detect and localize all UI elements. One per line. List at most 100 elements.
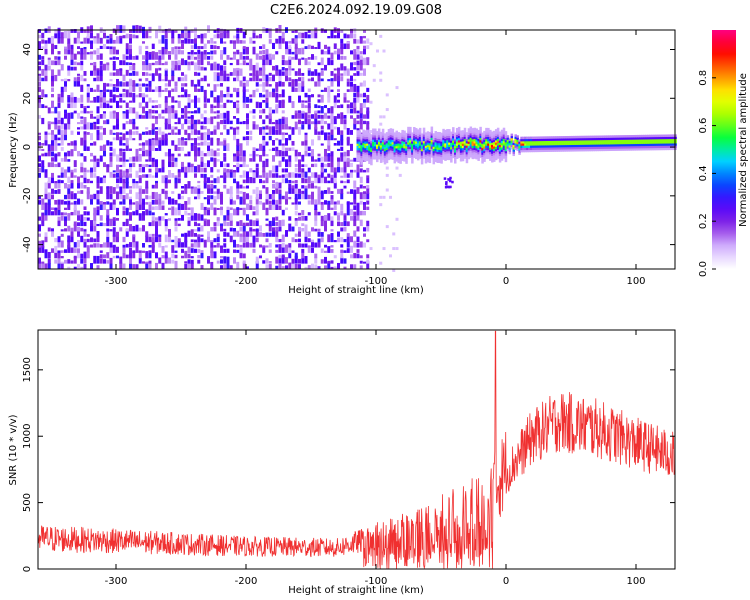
spectrogram-cell xyxy=(395,130,398,134)
spectrogram-cell xyxy=(672,147,675,151)
spectrogram-cell xyxy=(161,131,165,135)
spectrogram-cell xyxy=(481,150,484,153)
spectrogram-cell xyxy=(187,63,191,71)
spectrogram-cell xyxy=(44,182,48,189)
spectrogram-cell xyxy=(610,139,613,143)
spectrogram-cell xyxy=(314,185,318,189)
spectrogram-cell xyxy=(353,97,357,103)
spectrogram-cell xyxy=(132,250,136,253)
spectrogram-cell xyxy=(83,134,87,141)
spectrogram-cell xyxy=(372,132,375,136)
spectrogram-cell xyxy=(442,137,445,141)
spectrogram-cell xyxy=(399,135,402,138)
spectrogram-cell xyxy=(174,176,178,184)
spectrogram-cell xyxy=(314,111,318,119)
spectrogram-cell xyxy=(625,146,629,149)
spectrogram-cell xyxy=(629,148,632,151)
spectrogram-cell xyxy=(320,248,324,253)
spectrogram-cell xyxy=(145,131,149,135)
spectrogram-cell xyxy=(44,186,48,194)
spectrogram-cell xyxy=(249,242,253,248)
spectrogram-cell xyxy=(432,133,436,136)
spectrogram-cell xyxy=(399,152,402,156)
spectrogram-cell xyxy=(629,139,632,142)
spectrogram-cell xyxy=(670,136,673,140)
spectrogram-cell xyxy=(99,89,103,92)
spectrogram-cell xyxy=(668,143,671,146)
spectrogram-cell xyxy=(47,65,51,71)
spectrogram-cell xyxy=(223,31,227,39)
spectrogram-cell xyxy=(226,170,230,178)
spectrogram-cell xyxy=(381,155,385,158)
spectrogram-cell xyxy=(662,143,666,146)
spectrogram-cell xyxy=(376,133,379,136)
spectrogram-cell xyxy=(524,145,527,148)
spectrogram-cell xyxy=(416,140,420,143)
spectrogram-cell xyxy=(236,249,240,253)
spectrogram-cell xyxy=(54,154,58,162)
spectrogram-cell xyxy=(184,32,188,39)
spectrogram-cell xyxy=(298,238,301,243)
spectrogram-cell xyxy=(491,144,494,148)
spectrogram-cell xyxy=(207,186,210,194)
spectrogram-cell xyxy=(442,150,445,154)
spectrogram-cell xyxy=(125,170,129,178)
spectrogram-cell xyxy=(565,149,568,152)
spectrogram-cell xyxy=(109,72,113,76)
spectrogram-cell xyxy=(457,142,461,145)
spectrogram-cell xyxy=(255,218,259,221)
spectrogram-cell xyxy=(291,258,295,264)
spectrogram-cell xyxy=(359,112,363,119)
spectrogram-cell xyxy=(70,172,74,178)
spectrogram-cell xyxy=(259,154,262,162)
spectrogram-cell xyxy=(343,166,347,173)
spectrogram-cell xyxy=(399,145,402,149)
spectrogram-cell xyxy=(340,257,344,264)
spectrogram-cell xyxy=(304,266,308,269)
spectrogram-cell xyxy=(291,51,295,55)
spectrogram-cell xyxy=(213,64,217,71)
spectrogram-cell xyxy=(489,138,492,142)
spectrogram-cell xyxy=(109,141,113,146)
spectrogram-cell xyxy=(356,154,359,157)
spectrogram-cell xyxy=(436,156,439,159)
spectrogram-cell xyxy=(112,84,116,87)
spectrogram-cell xyxy=(47,251,51,259)
spectrogram-cell xyxy=(132,92,136,98)
spectrogram-cell xyxy=(38,76,41,82)
spectrogram-cell xyxy=(652,141,656,144)
spectrogram-cell xyxy=(197,242,201,248)
spectrogram-cell xyxy=(364,154,367,157)
spectrogram-cell xyxy=(138,257,142,264)
spectrogram-cell xyxy=(391,155,395,158)
spectrogram-cell xyxy=(434,153,437,156)
spectrogram-cell xyxy=(407,129,410,132)
spectrogram-cell xyxy=(434,148,437,152)
spectrogram-cell xyxy=(401,156,404,159)
spectrogram-cell xyxy=(203,132,207,135)
spectrogram-cell xyxy=(291,185,295,189)
spectrogram-cell xyxy=(563,149,566,152)
spectrogram-cell xyxy=(415,147,418,151)
spectrogram-cell xyxy=(387,144,391,147)
spectrogram-cell xyxy=(207,219,210,227)
spectrogram-cell xyxy=(555,140,558,144)
spectrogram-cell xyxy=(413,138,416,141)
spectrogram-cell xyxy=(122,133,126,141)
spectrogram-cell xyxy=(432,144,436,147)
spectrogram-cell xyxy=(530,136,533,140)
spectrogram-cell xyxy=(200,156,204,162)
spectrogram-cell xyxy=(138,133,142,141)
spectrogram-cell xyxy=(383,144,387,147)
spectrogram-cell xyxy=(158,67,162,71)
spectrogram-cell xyxy=(471,143,475,146)
spectrogram-cell xyxy=(38,233,41,237)
spectrogram-cell xyxy=(278,24,282,33)
spectrogram-cell xyxy=(376,49,379,53)
spectrogram-cell xyxy=(654,139,658,142)
spectrogram-cell xyxy=(496,136,500,140)
spectrogram-cell xyxy=(236,166,240,173)
spectrogram-cell xyxy=(216,114,220,119)
spectrogram-cell xyxy=(51,60,54,66)
